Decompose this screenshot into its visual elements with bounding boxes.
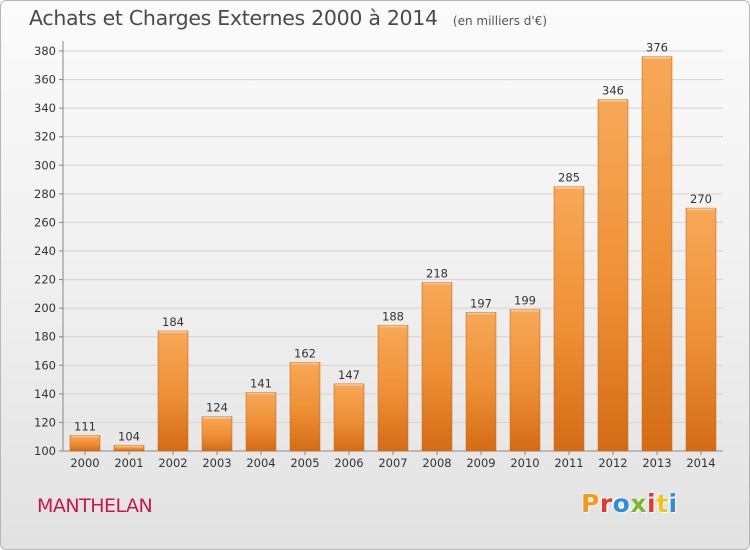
bar [69, 434, 101, 452]
y-tick-label: 320 [34, 130, 56, 144]
x-tick-label: 2014 [686, 456, 715, 470]
bar [377, 324, 409, 452]
bar [421, 282, 453, 452]
logo-letter: P [581, 489, 600, 518]
proxiti-logo: Proxiti [581, 489, 678, 518]
bar-value-label: 124 [206, 401, 228, 415]
bar-value-label: 270 [690, 192, 712, 206]
y-tick-label: 360 [34, 73, 56, 87]
bar-highlight [555, 186, 583, 189]
bar [553, 186, 585, 452]
bar-value-label: 111 [74, 419, 96, 433]
bar-highlight [687, 208, 715, 211]
bar [465, 312, 497, 452]
logo-letter: i [668, 489, 678, 518]
y-tick-label: 220 [34, 273, 56, 287]
bar-highlight [203, 416, 231, 419]
x-tick-label: 2001 [114, 456, 143, 470]
x-tick-label: 2010 [510, 456, 539, 470]
y-tick-label: 240 [34, 244, 56, 258]
bar-value-label: 184 [162, 315, 184, 329]
bar-highlight [247, 392, 275, 395]
chart-title: Achats et Charges Externes 2000 à 2014 [29, 6, 438, 30]
x-tick-label: 2007 [378, 456, 407, 470]
bar [289, 362, 321, 452]
bar-highlight [467, 312, 495, 315]
x-tick-label: 2006 [334, 456, 363, 470]
bar [157, 330, 189, 452]
bar [333, 383, 365, 452]
y-tick-label: 280 [34, 187, 56, 201]
bar [201, 416, 233, 452]
bar-highlight [291, 362, 319, 365]
x-tick-label: 2009 [466, 456, 495, 470]
bar-value-label: 147 [338, 368, 360, 382]
x-tick-label: 2000 [70, 456, 99, 470]
bar-value-label: 141 [250, 376, 272, 390]
y-tick-label: 140 [34, 387, 56, 401]
y-tick-label: 200 [34, 301, 56, 315]
value-labels: 111 104 184 124 141 162 147 188 218 197 199 285 346 3… [74, 41, 712, 444]
bar-highlight [599, 99, 627, 102]
x-tick-label: 2003 [202, 456, 231, 470]
bar-value-label: 104 [118, 429, 140, 443]
x-tick-label: 2002 [158, 456, 187, 470]
bar-highlight [159, 331, 187, 333]
logo-letter: t [656, 489, 669, 518]
title-row: Achats et Charges Externes 2000 à 2014 (… [29, 6, 547, 30]
y-tick-label: 380 [34, 44, 56, 58]
x-tick-label: 2008 [422, 456, 451, 470]
y-tick-label: 300 [34, 158, 56, 172]
bar-value-label: 162 [294, 346, 316, 360]
bar-value-label: 346 [602, 84, 624, 98]
bar-highlight [115, 445, 143, 448]
bar-highlight [643, 56, 671, 59]
bar [597, 99, 629, 452]
y-tick-labels: 100 120 140 160 180 200 220 240 260 280 300 320 340 3… [34, 44, 56, 458]
y-tick-label: 160 [34, 358, 56, 372]
bar-value-label: 285 [558, 171, 580, 185]
y-tick-label: 260 [34, 215, 56, 229]
x-tick-label: 2011 [554, 456, 583, 470]
bar [245, 392, 277, 452]
bar-highlight [335, 383, 363, 386]
bar-highlight [423, 282, 451, 285]
bar-value-label: 197 [470, 296, 492, 310]
bars [69, 56, 717, 452]
bar [685, 207, 717, 452]
x-tick-labels: 2000 2001 2002 2003 2004 2005 2006 2007 2008 2009… [70, 451, 716, 470]
bar-value-label: 376 [646, 41, 668, 55]
y-tick-label: 180 [34, 330, 56, 344]
bar-value-label: 218 [426, 266, 448, 280]
y-tick-label: 340 [34, 101, 56, 115]
chart-unit: (en milliers d'€) [452, 14, 548, 28]
x-tick-label: 2012 [598, 456, 627, 470]
logo-letter: o [612, 489, 631, 518]
bar-highlight [379, 325, 407, 328]
bar [509, 309, 541, 452]
bar-highlight [511, 309, 539, 312]
bar-highlight [71, 435, 99, 438]
bar-value-label: 188 [382, 309, 404, 323]
bar [641, 56, 673, 452]
x-tick-label: 2005 [290, 456, 319, 470]
bar-value-label: 199 [514, 294, 536, 308]
location-name: MANTHELAN [37, 495, 153, 517]
logo-letter: r [599, 489, 613, 518]
y-tick-label: 100 [34, 444, 56, 458]
logo-letter: i [647, 489, 657, 518]
logo-letter: x [630, 489, 647, 518]
x-tick-label: 2013 [642, 456, 671, 470]
y-tick-label: 120 [34, 415, 56, 429]
x-tick-label: 2004 [246, 456, 275, 470]
